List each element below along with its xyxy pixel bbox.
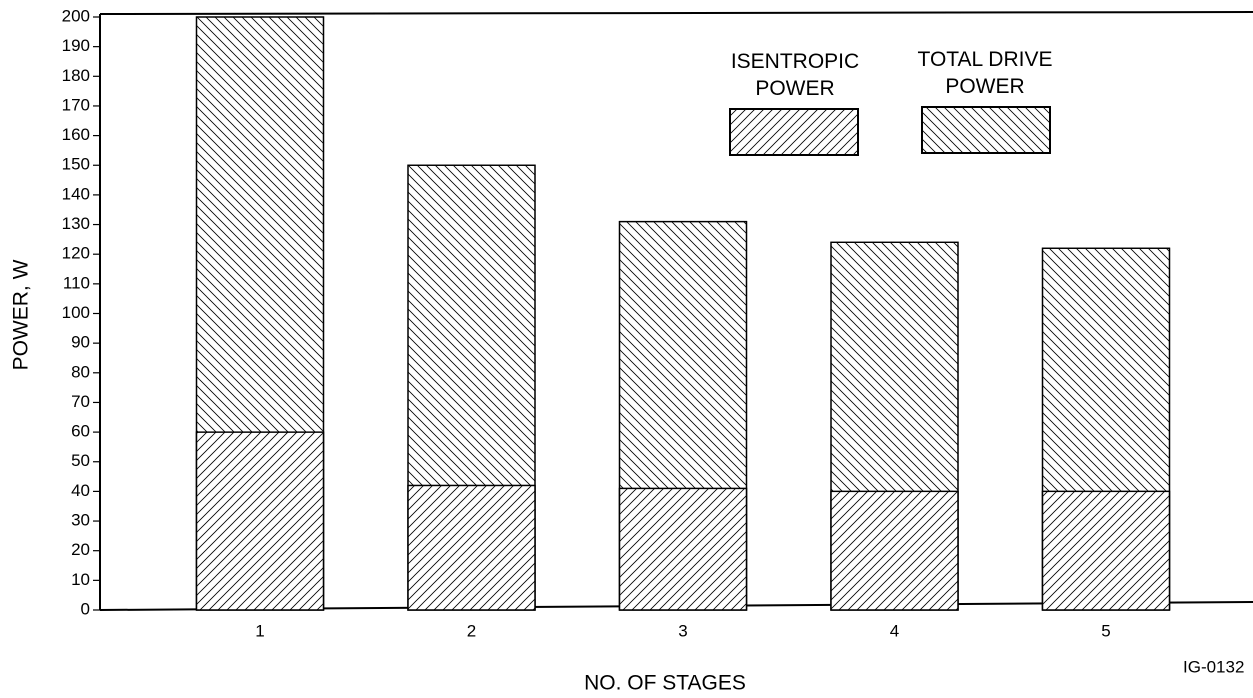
y-tick-label: 50	[71, 451, 90, 470]
legend-label: ISENTROPIC POWER	[730, 50, 860, 100]
y-tick-label: 100	[62, 303, 90, 322]
annotation: IG-0132	[1183, 657, 1244, 676]
y-tick-label: 60	[71, 422, 90, 441]
y-tick-label: 190	[62, 36, 90, 55]
y-tick-label: 90	[71, 333, 90, 352]
x-tick-label: 2	[467, 621, 476, 640]
x-tick-label: 4	[890, 621, 899, 640]
y-tick-label: 10	[71, 570, 90, 589]
y-tick-label: 30	[71, 511, 90, 530]
y-tick-label: 160	[62, 125, 90, 144]
y-tick-label: 120	[62, 244, 90, 263]
y-tick-label: 130	[62, 214, 90, 233]
y-tick-label: 70	[71, 392, 90, 411]
x-tick-label: 3	[678, 621, 687, 640]
legend-swatch	[729, 108, 859, 156]
bar-hatch	[618, 487, 748, 611]
y-tick-label: 40	[71, 481, 90, 500]
x-tick-label: 1	[255, 621, 264, 640]
axis-line	[99, 11, 1253, 15]
y-tick-label: 0	[81, 599, 90, 618]
x-axis-label: NO. OF STAGES	[584, 672, 746, 695]
x-tick-label: 5	[1101, 621, 1110, 640]
bar-hatch	[195, 431, 325, 611]
y-tick-label: 200	[62, 6, 90, 25]
y-tick-label: 140	[62, 184, 90, 203]
bar-hatch	[1041, 490, 1171, 611]
y-tick-label: 110	[63, 273, 90, 292]
bar-hatch	[830, 490, 959, 611]
y-tick-label: 20	[71, 540, 90, 559]
legend-label: TOTAL DRIVE POWER	[917, 48, 1053, 98]
legend-swatch	[921, 106, 1051, 154]
y-tick-label: 150	[62, 155, 90, 174]
y-tick-label: 80	[71, 362, 90, 381]
y-tick-label: 180	[62, 66, 90, 85]
bar-hatch	[407, 484, 536, 611]
y-axis-label: POWER, W	[10, 259, 33, 370]
y-tick-label: 170	[62, 95, 90, 114]
